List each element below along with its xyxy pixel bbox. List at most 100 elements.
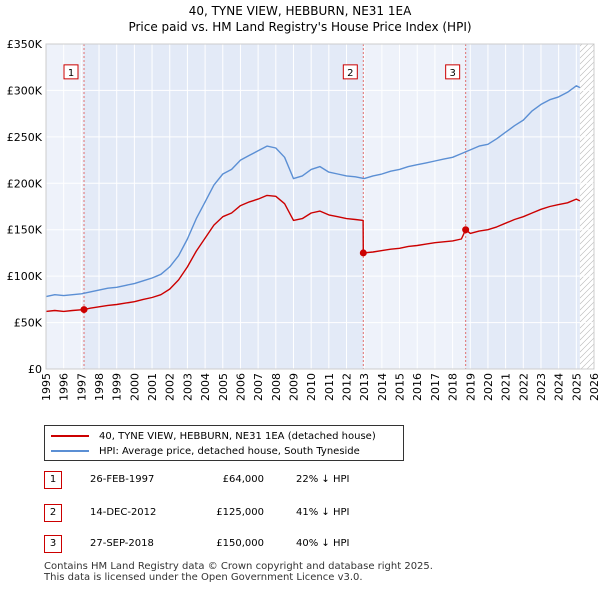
chart-legend: 40, TYNE VIEW, HEBBURN, NE31 1EA (detach… [44, 425, 404, 461]
forecast-hatch [579, 169, 595, 185]
sale-price: £125,000 [216, 507, 264, 518]
x-tick-label: 1997 [75, 373, 88, 401]
forecast-hatch [579, 97, 595, 113]
forecast-hatch [579, 349, 595, 365]
forecast-hatch [579, 211, 595, 227]
forecast-hatch [579, 259, 595, 275]
x-tick-label: 2007 [252, 373, 265, 401]
forecast-hatch [579, 133, 595, 149]
forecast-hatch [579, 229, 595, 245]
y-tick-label: £200K [7, 177, 43, 190]
footer-copyright: Contains HM Land Registry data © Crown c… [44, 561, 433, 572]
sale-label-number: 3 [449, 68, 455, 79]
x-tick-label: 1996 [58, 373, 71, 401]
y-tick-label: £150K [7, 224, 43, 237]
x-tick-label: 2025 [570, 373, 583, 401]
sale-label-number: 1 [68, 68, 74, 79]
forecast-hatch [579, 193, 595, 209]
x-tick-label: 2020 [482, 373, 495, 401]
x-tick-label: 2004 [199, 373, 212, 401]
forecast-hatch [586, 361, 595, 369]
x-tick-label: 2008 [270, 373, 283, 401]
x-tick-label: 2014 [376, 373, 389, 401]
forecast-hatch [579, 265, 595, 281]
forecast-hatch [580, 355, 595, 369]
x-tick-label: 2015 [394, 373, 407, 401]
x-tick-label: 1995 [40, 373, 53, 401]
sale-date: 26-FEB-1997 [90, 474, 155, 485]
plot-border [45, 43, 595, 370]
forecast-hatch [579, 73, 595, 89]
y-tick-label: £50K [14, 317, 43, 330]
price-chart: £0 £50K £100K £150K £200K £250K £300K £350K 1995… [7, 0, 600, 401]
forecast-hatch [579, 337, 595, 353]
sale-marker-1: 1 [44, 471, 62, 489]
forecast-hatch [579, 199, 595, 215]
sale-date: 14-DEC-2012 [90, 507, 157, 518]
x-tick-label: 2001 [146, 373, 159, 401]
forecast-hatch [580, 0, 594, 4]
sale-label-box [63, 64, 79, 80]
forecast-hatch [579, 313, 595, 329]
forecast-hatch [579, 181, 595, 197]
forecast-hatch [579, 145, 595, 161]
chart-title-line2: Price paid vs. HM Land Registry's House … [128, 20, 472, 34]
sale-point [359, 249, 367, 257]
forecast-hatch [579, 247, 595, 263]
x-tick-label: 1999 [111, 373, 124, 401]
forecast-hatch [579, 115, 595, 131]
x-tick-label: 2018 [447, 373, 460, 401]
forecast-hatch [579, 235, 595, 251]
legend-swatch-property [51, 435, 89, 437]
forecast-hatch [579, 205, 595, 221]
sale-marker-3: 3 [44, 535, 62, 553]
forecast-hatch [579, 253, 595, 269]
forecast-hatch [580, 26, 594, 40]
x-tick-label: 2013 [358, 373, 371, 401]
sale-row: 1 26-FEB-1997 £64,000 22% ↓ HPI [44, 471, 444, 491]
hpi-line [45, 85, 581, 298]
forecast-hatch [580, 2, 594, 16]
y-tick-label: £350K [7, 38, 43, 51]
forecast-hatch [579, 67, 595, 83]
forecast-hatch [579, 295, 595, 311]
forecast-hatch [579, 151, 595, 167]
forecast-hatch [579, 139, 595, 155]
legend-swatch-hpi [51, 450, 89, 452]
y-tick-label: £100K [7, 270, 43, 283]
sale-price: £150,000 [216, 538, 264, 549]
x-tick-label: 2002 [164, 373, 177, 401]
footer-licence: This data is licensed under the Open Gov… [44, 572, 363, 583]
x-tick-label: 2009 [287, 373, 300, 401]
x-tick-label: 2019 [464, 373, 477, 401]
forecast-hatch [579, 79, 595, 95]
sale-row: 3 27-SEP-2018 £150,000 40% ↓ HPI [44, 535, 444, 555]
forecast-hatch [579, 157, 595, 173]
shaded-span [84, 44, 364, 369]
forecast-hatch [579, 85, 595, 101]
legend-item-property: 40, TYNE VIEW, HEBBURN, NE31 1EA (detach… [51, 429, 376, 443]
y-tick-label: £250K [7, 131, 43, 144]
forecast-hatch [580, 20, 594, 34]
x-tick-label: 2005 [217, 373, 230, 401]
sale-hpi-diff: 40% ↓ HPI [296, 538, 350, 549]
sale-point [80, 306, 88, 314]
forecast-hatch [579, 49, 595, 65]
forecast-hatch [579, 187, 595, 203]
x-tick-label: 2021 [500, 373, 513, 401]
forecast-hatch [579, 44, 595, 59]
forecast-hatch [579, 325, 595, 341]
sale-date: 27-SEP-2018 [90, 538, 154, 549]
forecast-hatch [580, 0, 594, 10]
forecast-hatch [579, 61, 595, 77]
forecast-hatch [580, 14, 594, 28]
x-tick-label: 2016 [411, 373, 424, 401]
sale-marker-2: 2 [44, 504, 62, 522]
legend-label-property: 40, TYNE VIEW, HEBBURN, NE31 1EA (detach… [99, 430, 376, 442]
forecast-hatch [579, 103, 595, 119]
forecast-hatch [579, 121, 595, 137]
x-tick-label: 2022 [517, 373, 530, 401]
forecast-hatch [579, 271, 595, 287]
forecast-hatch [579, 163, 595, 179]
x-tick-label: 2000 [128, 373, 141, 401]
